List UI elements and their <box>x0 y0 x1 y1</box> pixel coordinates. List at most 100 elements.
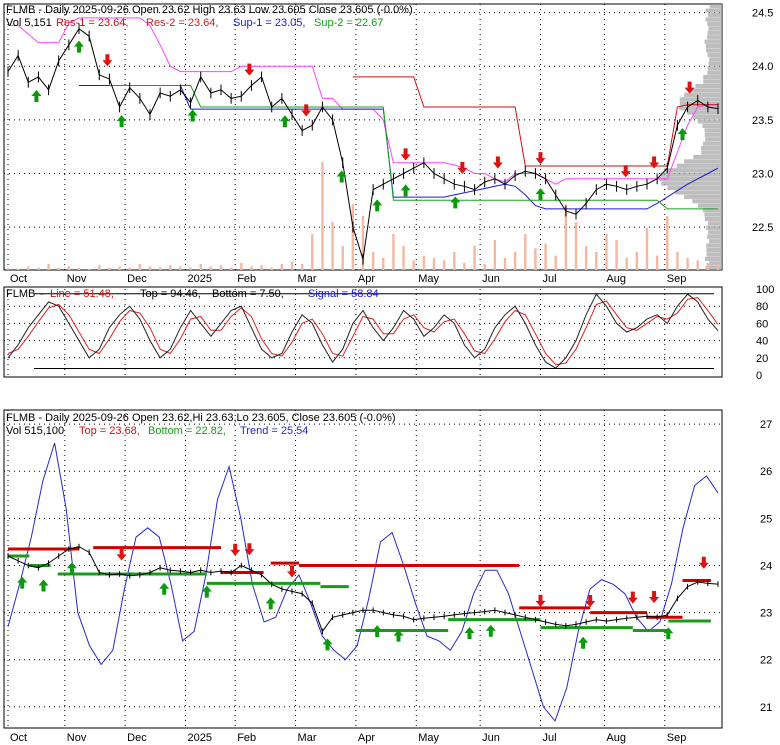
volume-bar <box>615 240 617 270</box>
volume-bar <box>646 228 648 270</box>
volume-profile-bar <box>704 212 722 216</box>
volume-profile-bar <box>701 146 722 150</box>
volume-profile-bar <box>702 124 722 128</box>
stoch-header-signal: Signal = 58.84 <box>308 288 379 300</box>
volume-bar <box>433 258 435 270</box>
volume-bar <box>575 222 577 270</box>
volume-bar <box>626 258 628 270</box>
price-x-axis: Oct Nov Dec 2025 Feb Mar Apr May Jun Jul Aug Sep <box>10 273 686 285</box>
trend-y-tick-label: 25 <box>760 513 772 525</box>
volume-bar <box>149 266 151 270</box>
volume-profile-bar <box>706 244 722 248</box>
volume-bar <box>504 258 506 270</box>
volume-profile-bar <box>684 93 722 97</box>
volume-bar <box>423 256 425 270</box>
price-header-res2: Res-2 = 23.64, <box>146 17 218 29</box>
trend-header-title: FLMB - Daily 2025-09-26 Open 23.62,Hi 23… <box>6 412 396 424</box>
price-x-tick-label: Sep <box>667 273 687 285</box>
trend-x-tick-label: Sep <box>667 732 687 744</box>
volume-profile-bar <box>708 230 722 234</box>
volume-profile-bar <box>707 252 722 256</box>
trend-x-tick-label: Dec <box>127 732 147 744</box>
volume-profile-bar <box>705 257 722 261</box>
volume-profile-bar <box>706 17 722 21</box>
trend-y-tick-label: 26 <box>760 466 772 478</box>
trend-x-tick-label: Feb <box>237 732 256 744</box>
price-header-title: FLMB - Daily 2025-09-26 Open 23.62 High … <box>6 4 413 16</box>
volume-bar <box>47 264 49 270</box>
trend-panel: 27262524232221 Oct Nov Dec 2025 Feb Mar Apr May… <box>4 410 772 744</box>
trend-y-tick-label: 23 <box>760 608 772 620</box>
volume-profile-bar <box>708 26 722 30</box>
price-x-tick-label: Oct <box>10 273 27 285</box>
volume-bar <box>473 246 475 270</box>
price-x-tick-label: Nov <box>67 273 87 285</box>
volume-bar <box>656 256 658 270</box>
volume-profile-bar <box>701 150 722 154</box>
price-header-sup1: Sup-1 = 23.05, <box>233 17 305 29</box>
volume-bar <box>210 266 212 270</box>
volume-profile-bar <box>698 119 722 123</box>
price-y-tick-label: 23.5 <box>752 115 773 127</box>
trend-y-tick-label: 27 <box>760 419 772 431</box>
volume-profile-bar <box>707 22 722 26</box>
volume-profile-bar <box>708 53 722 57</box>
volume-profile-bar <box>708 221 722 225</box>
volume-profile-bar <box>706 48 722 52</box>
price-x-tick-label: May <box>418 273 439 285</box>
volume-bar <box>88 269 90 270</box>
trend-x-tick-label: Mar <box>298 732 317 744</box>
trend-header-bottom: Bottom = 22.82, <box>148 425 226 437</box>
volume-bar <box>636 252 638 270</box>
volume-bar <box>352 204 354 270</box>
price-header-vol: Vol 5,151 <box>6 17 52 29</box>
stoch-y-tick-label: 100 <box>756 284 774 296</box>
volume-profile-bar <box>708 13 722 17</box>
volume-bar <box>392 234 394 270</box>
volume-bar <box>484 264 486 270</box>
volume-profile-bar <box>707 235 722 239</box>
price-y-tick-label: 22.5 <box>752 222 773 234</box>
volume-bar <box>98 265 100 270</box>
price-x-tick-label: Aug <box>606 273 626 285</box>
volume-profile-bar <box>703 75 722 79</box>
volume-bar <box>260 265 262 270</box>
volume-profile-bar <box>709 261 722 265</box>
volume-bar <box>676 252 678 270</box>
stoch-header-bottom: Bottom = 7.50, <box>212 288 284 300</box>
volume-bar <box>585 246 587 270</box>
volume-bar <box>301 264 303 270</box>
volume-profile-bar <box>706 248 722 252</box>
volume-bar <box>220 265 222 270</box>
stoch-y-tick-label: 40 <box>756 336 768 348</box>
volume-profile-bar <box>703 79 722 83</box>
volume-bar <box>291 262 293 270</box>
volume-profile-bar <box>709 239 722 243</box>
volume-bar <box>402 246 404 270</box>
volume-bar <box>666 216 668 270</box>
volume-bar <box>7 268 9 270</box>
volume-bar <box>413 260 415 270</box>
volume-bar <box>494 240 496 270</box>
trend-x-axis: Oct Nov Dec 2025 Feb Mar Apr May Jun Jul Aug Sep <box>10 732 686 744</box>
volume-profile-bar <box>707 35 722 39</box>
volume-bar <box>555 256 557 270</box>
volume-bar <box>686 258 688 270</box>
stoch-header-line: - <box>40 288 44 300</box>
volume-bar <box>463 263 465 270</box>
volume-bar <box>271 268 273 270</box>
volume-bar <box>544 244 546 270</box>
trend-x-tick-label: Nov <box>67 732 87 744</box>
price-y-tick-label: 24.0 <box>752 61 773 73</box>
price-header-sup2: Sup-2 = 22.67 <box>314 17 383 29</box>
volume-profile-bar <box>698 204 722 208</box>
volume-bar <box>331 222 333 270</box>
volume-profile-bar <box>684 159 722 163</box>
volume-profile-bar <box>710 4 722 8</box>
volume-profile-bar <box>706 226 722 230</box>
volume-profile-bar <box>692 199 722 203</box>
volume-bar <box>605 234 607 270</box>
trend-header-top: Top = 23.68, <box>79 425 140 437</box>
price-x-tick-label: Jun <box>482 273 500 285</box>
volume-bar <box>78 268 80 270</box>
